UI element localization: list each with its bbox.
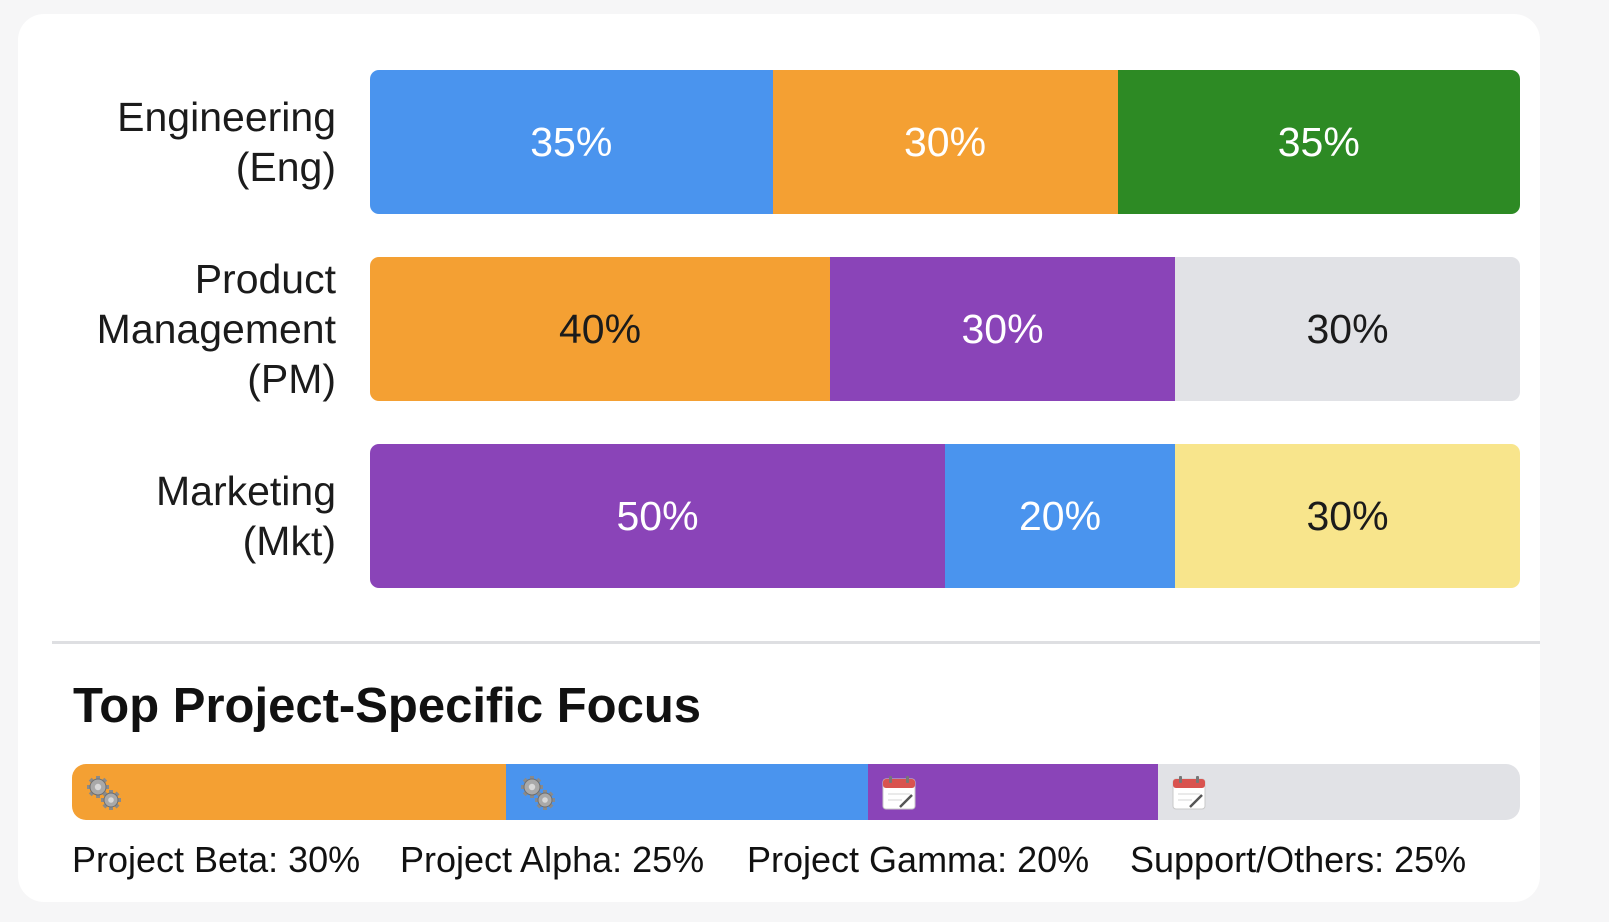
category-label: Marketing (Mkt) [155,468,336,564]
focus-legend-label: Project Gamma: 20% [747,839,1090,880]
bar-segment: 30% [830,257,1175,401]
data-label: 20% [1018,492,1102,539]
focus-title: Top Project-Specific Focus [73,679,702,733]
data-label: 30% [1306,305,1389,352]
category-label: Engineering (Eng) [117,94,336,190]
project-focus-labels: Project Beta: 30% Project Alpha: 25% Proje… [72,836,1532,886]
focus-segment [506,764,869,820]
stacked-bar: 50% 20% 30% [370,444,1520,588]
data-label: 30% [903,118,987,165]
focus-segment [1157,764,1520,820]
bar-segment: 35% [370,70,773,214]
bar-row-engineering: Engineering (Eng) 35% 30% 35% [0,70,1540,214]
bar-segment: 40% [370,257,830,401]
data-label: 50% [616,492,699,539]
data-label: 30% [961,305,1044,352]
bar-row-marketing: Marketing (Mkt) 50% 20% 30% [0,444,1540,588]
stacked-bar: 35% 30% 35% [370,70,1520,214]
data-label: 35% [530,118,613,165]
bar-segment: 35% [1117,70,1520,214]
category-label: Product Management (PM) [96,256,336,402]
project-focus-bar [72,764,1520,820]
focus-legend-label: Project Alpha: 25% [400,839,705,880]
bar-row-product-management: Product Management (PM) 40% 30% 30% [0,256,1540,402]
focus-legend-label: Support/Others: 25% [1130,839,1467,880]
focus-segment [72,764,507,820]
data-label: 35% [1277,118,1360,165]
data-label: 40% [558,305,642,352]
stacked-bar: 40% 30% 30% [370,257,1520,401]
bar-segment: 20% [945,444,1175,588]
data-label: 30% [1306,492,1389,539]
focus-segment [868,764,1158,820]
bar-segment: 50% [370,444,945,588]
bar-segment: 30% [1175,444,1520,588]
bar-segment: 30% [772,70,1118,214]
focus-legend-label: Project Beta: 30% [72,839,361,880]
bar-segment: 30% [1175,257,1520,401]
section-divider [52,641,1540,644]
